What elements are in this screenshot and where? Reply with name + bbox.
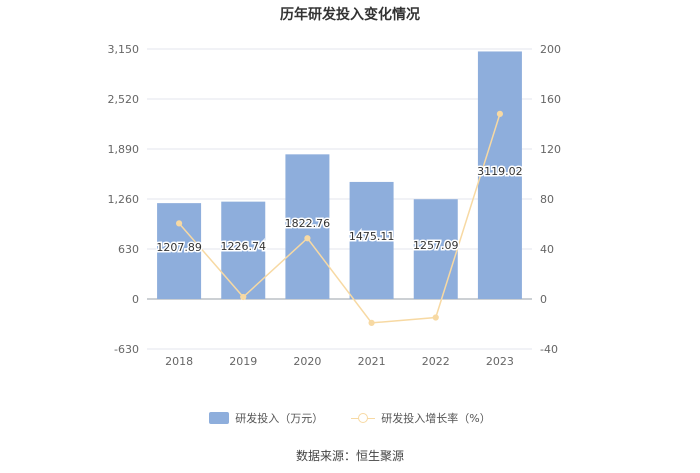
- right-tick-label: 0: [540, 293, 547, 306]
- bar-data-label: 1207.89: [156, 241, 202, 254]
- legend-bar-swatch: [209, 412, 230, 424]
- left-tick-label: 1,260: [108, 193, 140, 206]
- x-tick-label: 2021: [358, 355, 386, 368]
- bar-data-label: 1475.11: [349, 230, 395, 243]
- bar-series: [157, 51, 522, 300]
- bar: [413, 199, 458, 299]
- right-tick-label: 160: [540, 93, 561, 106]
- x-axis: 2018 2019 2020 2021 2022 2023: [165, 355, 514, 368]
- bar: [349, 181, 394, 299]
- line-series: [175, 110, 504, 326]
- legend-line-label: 研发投入增长率（%）: [381, 412, 491, 425]
- x-tick-label: 2018: [165, 355, 193, 368]
- x-tick-label: 2020: [293, 355, 321, 368]
- growth-line: [178, 113, 501, 324]
- right-tick-label: 40: [540, 243, 554, 256]
- left-tick-label: 0: [132, 293, 139, 306]
- bar-data-label: 1822.76: [285, 217, 331, 230]
- growth-point: [432, 314, 439, 321]
- legend-line-swatch: [351, 412, 376, 424]
- legend-item-line[interactable]: 研发投入增长率（%）: [351, 410, 491, 426]
- x-tick-label: 2023: [486, 355, 514, 368]
- legend: 研发投入（万元） 研发投入增长率（%）: [0, 410, 700, 426]
- left-tick-label: 1,890: [108, 143, 140, 156]
- bar: [477, 51, 522, 300]
- left-tick-label: 630: [118, 243, 139, 256]
- left-tick-label: 2,520: [108, 93, 140, 106]
- x-tick-label: 2019: [229, 355, 257, 368]
- left-tick-label: 3,150: [108, 43, 140, 56]
- legend-item-bar[interactable]: 研发投入（万元）: [209, 410, 323, 426]
- bar: [285, 154, 330, 299]
- growth-point: [240, 293, 247, 301]
- right-tick-label: 120: [540, 143, 561, 156]
- bar-data-labels: 1207.89 1226.74 1822.76 1475.11 1257.09 3119.…: [155, 164, 524, 256]
- bar-data-label: 1226.74: [221, 240, 267, 253]
- bar: [157, 203, 202, 299]
- bar-data-label: 1257.09: [413, 239, 459, 252]
- chart-title: 历年研发投入变化情况: [280, 7, 420, 23]
- growth-point: [304, 235, 311, 242]
- source-note: 数据来源：恒生聚源: [295, 449, 404, 463]
- left-axis: 3,150 2,520 1,890 1,260 630 0 -630: [108, 43, 140, 356]
- right-axis: 200 160 120 80 40 0 -40: [540, 43, 561, 356]
- bar-data-label: 3119.02: [477, 165, 523, 178]
- legend-bar-label: 研发投入（万元）: [235, 412, 324, 425]
- x-tick-label: 2022: [422, 355, 450, 368]
- right-tick-label: 200: [540, 43, 561, 56]
- right-tick-label: 80: [540, 193, 554, 206]
- left-tick-label: -630: [114, 343, 139, 356]
- growth-point: [368, 319, 375, 326]
- growth-point: [496, 110, 504, 117]
- right-tick-label: -40: [540, 343, 558, 356]
- grid-lines: [147, 48, 532, 350]
- growth-point: [175, 220, 183, 227]
